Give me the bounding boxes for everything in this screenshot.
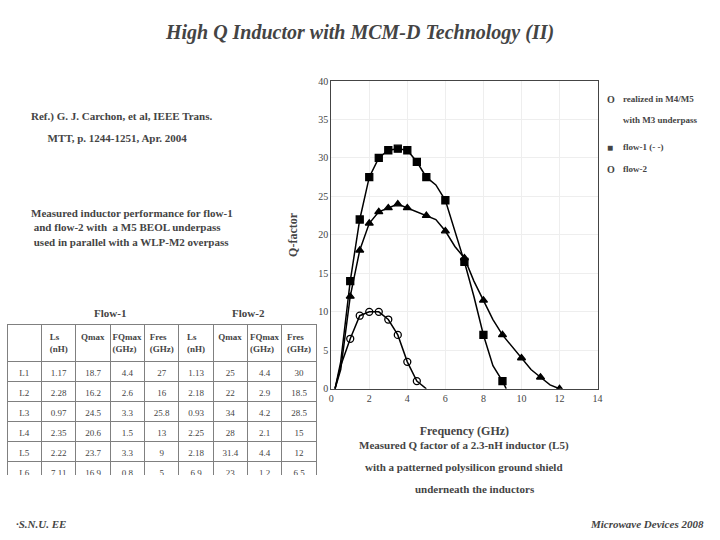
svg-text:4.2: 4.2: [259, 408, 270, 418]
svg-text:22: 22: [226, 388, 235, 398]
svg-text:L3: L3: [19, 408, 29, 418]
svg-text:2.1: 2.1: [259, 428, 270, 438]
svg-text:12: 12: [295, 448, 304, 458]
svg-text:·S.N.U. EE: ·S.N.U. EE: [16, 518, 66, 530]
svg-text:with a patterned polysilicon g: with a patterned polysilicon ground shie…: [365, 461, 563, 473]
svg-text:13: 13: [157, 428, 167, 438]
svg-text:0.93: 0.93: [188, 408, 204, 418]
svg-text:24.5: 24.5: [85, 408, 101, 418]
svg-text:2.22: 2.22: [51, 448, 67, 458]
svg-text:flow-1 (- -): flow-1 (- -): [623, 142, 663, 152]
svg-text:L1: L1: [19, 368, 29, 378]
svg-text:2.9: 2.9: [259, 388, 271, 398]
svg-text:15: 15: [295, 428, 305, 438]
svg-text:8: 8: [481, 393, 486, 404]
svg-text:30: 30: [295, 368, 305, 378]
svg-text:34: 34: [226, 408, 236, 418]
svg-text:10: 10: [516, 393, 526, 404]
svg-text:3.3: 3.3: [122, 448, 134, 458]
svg-text:2.25: 2.25: [188, 428, 204, 438]
svg-text:2.18: 2.18: [188, 388, 204, 398]
svg-text:16.2: 16.2: [85, 388, 101, 398]
svg-text:28.5: 28.5: [291, 408, 307, 418]
svg-text:4: 4: [405, 393, 410, 404]
svg-text:with M3 underpass: with M3 underpass: [623, 115, 698, 125]
svg-text:Ls(nH): Ls(nH): [187, 332, 205, 354]
svg-text:realized in M4/M5: realized in M4/M5: [623, 94, 694, 104]
svg-text:1.13: 1.13: [188, 368, 204, 378]
svg-text:Microwave Devices 2008: Microwave Devices 2008: [590, 518, 704, 530]
svg-text:underneath the inductors: underneath the inductors: [393, 483, 535, 495]
svg-text:flow-2: flow-2: [623, 164, 647, 174]
svg-text:18.5: 18.5: [291, 388, 307, 398]
svg-text:0.97: 0.97: [51, 408, 67, 418]
svg-text:9: 9: [159, 448, 164, 458]
svg-text:Fres(GHz): Fres(GHz): [150, 332, 174, 354]
svg-text:6.5: 6.5: [293, 468, 305, 475]
svg-text:L5: L5: [19, 448, 29, 458]
svg-text:2: 2: [367, 393, 372, 404]
svg-text:25: 25: [226, 368, 236, 378]
svg-text:31.4: 31.4: [222, 448, 238, 458]
svg-text:L6: L6: [19, 468, 29, 475]
svg-text:2.28: 2.28: [51, 388, 67, 398]
svg-text:Qmax: Qmax: [81, 332, 105, 342]
svg-text:1.5: 1.5: [122, 428, 134, 438]
svg-text:Flow-1: Flow-1: [94, 307, 126, 319]
svg-text:2.6: 2.6: [122, 388, 134, 398]
svg-text:L4: L4: [19, 428, 29, 438]
svg-text:16: 16: [157, 388, 167, 398]
svg-text:1.17: 1.17: [51, 368, 67, 378]
svg-text:7.11: 7.11: [51, 468, 66, 475]
svg-text:18.7: 18.7: [85, 368, 101, 378]
svg-text:High Q Inductor with MCM-D Tec: High Q Inductor with MCM-D Technology (I…: [165, 21, 554, 44]
svg-text:27: 27: [157, 368, 167, 378]
svg-text:Q-factor: Q-factor: [286, 212, 300, 257]
svg-text:2.18: 2.18: [188, 448, 204, 458]
svg-text:4.4: 4.4: [259, 368, 271, 378]
svg-text:Measured inductor performance: Measured inductor performance for flow-1…: [31, 207, 233, 248]
svg-text:40: 40: [318, 76, 328, 87]
svg-text:Qmax: Qmax: [218, 332, 242, 342]
svg-text:1.2: 1.2: [259, 468, 270, 475]
svg-text:25.8: 25.8: [154, 408, 170, 418]
svg-text:Fres(GHz): Fres(GHz): [287, 332, 311, 354]
svg-text:5: 5: [159, 468, 164, 475]
svg-text:23: 23: [226, 468, 236, 475]
svg-text:20: 20: [318, 229, 328, 240]
svg-text:12: 12: [555, 393, 565, 404]
svg-text:4.4: 4.4: [122, 368, 134, 378]
svg-text:15: 15: [318, 268, 328, 279]
svg-text:Ls(nH): Ls(nH): [50, 332, 68, 354]
svg-text:O: O: [607, 94, 615, 105]
svg-text:■: ■: [607, 142, 613, 153]
svg-text:Ref.) G. J. Carchon, et al, IE: Ref.) G. J. Carchon, et al, IEEE Trans.: [31, 110, 212, 123]
svg-text:L2: L2: [19, 388, 29, 398]
svg-text:6: 6: [443, 393, 448, 404]
svg-text:35: 35: [318, 114, 328, 125]
svg-text:Measured Q factor of a 2.3-nH: Measured Q factor of a 2.3-nH inductor (…: [359, 439, 569, 452]
svg-text:MTT, p. 1244-1251, Apr. 2004: MTT, p. 1244-1251, Apr. 2004: [31, 132, 187, 144]
svg-text:25: 25: [318, 191, 328, 202]
svg-text:16.9: 16.9: [85, 468, 101, 475]
svg-text:FQmax(GHz): FQmax(GHz): [113, 332, 142, 354]
svg-text:20.6: 20.6: [85, 428, 101, 438]
svg-text:2.35: 2.35: [51, 428, 67, 438]
svg-text:O: O: [607, 164, 615, 175]
svg-text:10: 10: [318, 306, 328, 317]
svg-text:FQmax(GHz): FQmax(GHz): [250, 332, 279, 354]
svg-text:30: 30: [318, 152, 328, 163]
svg-text:0.8: 0.8: [122, 468, 134, 475]
svg-text:23.7: 23.7: [85, 448, 101, 458]
svg-text:4.4: 4.4: [259, 448, 271, 458]
svg-text:6.9: 6.9: [190, 468, 202, 475]
svg-text:5: 5: [323, 345, 328, 356]
svg-text:3.3: 3.3: [122, 408, 134, 418]
svg-text:14: 14: [593, 393, 603, 404]
svg-text:Frequency (GHz): Frequency (GHz): [420, 424, 509, 438]
svg-text:Flow-2: Flow-2: [232, 307, 265, 319]
svg-text:28: 28: [226, 428, 236, 438]
